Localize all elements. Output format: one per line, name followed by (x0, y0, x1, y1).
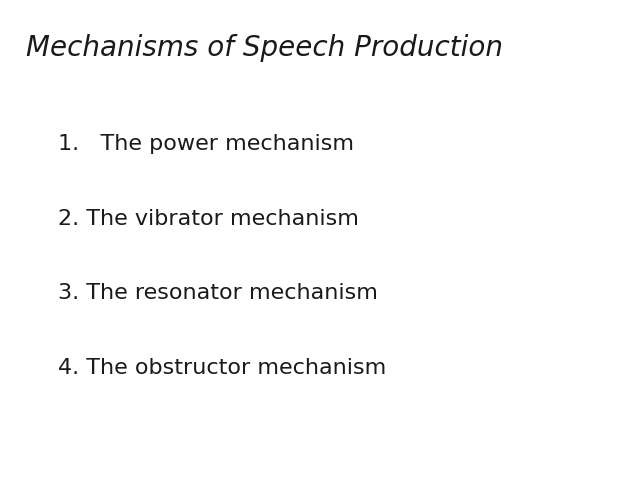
Text: 2. The vibrator mechanism: 2. The vibrator mechanism (58, 209, 358, 229)
Text: 4. The obstructor mechanism: 4. The obstructor mechanism (58, 358, 386, 378)
Text: Mechanisms of Speech Production: Mechanisms of Speech Production (26, 34, 502, 61)
Text: 1.   The power mechanism: 1. The power mechanism (58, 134, 354, 155)
Text: 3. The resonator mechanism: 3. The resonator mechanism (58, 283, 378, 303)
